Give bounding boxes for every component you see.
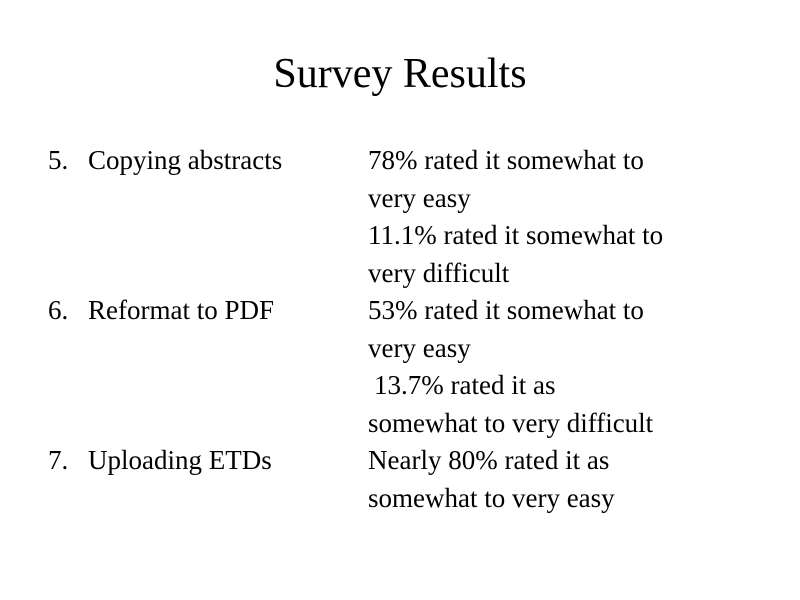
result-line: Nearly 80% rated it as <box>368 445 610 475</box>
result-line: very easy <box>368 182 471 213</box>
item-label: Copying abstracts <box>88 145 283 175</box>
result-line: very difficult <box>368 257 510 288</box>
result-line: 78% rated it somewhat to <box>368 145 644 175</box>
result-line: 13.7% rated it as <box>374 370 556 400</box>
item-number: 6. <box>48 295 69 325</box>
item-label: Uploading ETDs <box>88 445 272 475</box>
slide-title: Survey Results <box>273 51 527 97</box>
result-line: 53% rated it somewhat to <box>368 295 644 325</box>
item-number: 7. <box>48 445 69 475</box>
item-label: Reformat to PDF <box>88 295 274 325</box>
result-line: somewhat to very easy <box>368 482 615 513</box>
result-line: somewhat to very difficult <box>368 407 654 438</box>
result-line: very easy <box>368 332 471 363</box>
item-number: 5. <box>48 145 69 175</box>
result-line: 11.1% rated it somewhat to <box>368 220 664 250</box>
